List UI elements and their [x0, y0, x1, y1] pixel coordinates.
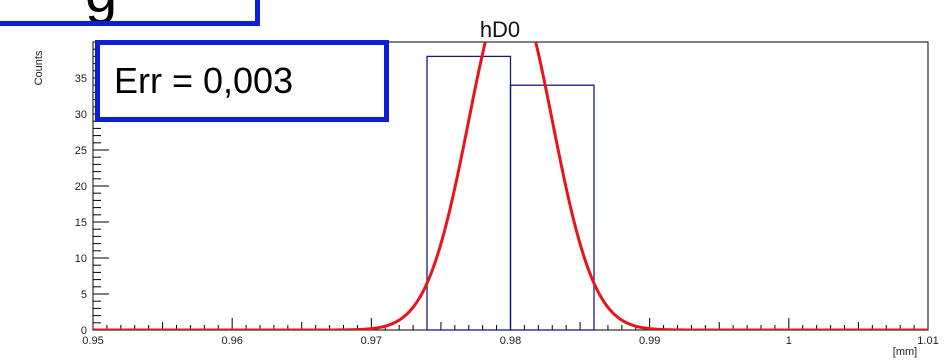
- y-tick-label: 35: [75, 73, 87, 85]
- x-tick-label: 1: [786, 335, 792, 347]
- x-tick-label: 1.01: [917, 335, 938, 347]
- corner-annotation-box: g: [0, 0, 260, 26]
- error-annotation-text: Err = 0,003: [114, 60, 294, 101]
- histogram-bars: [426, 55, 595, 331]
- x-tick-label: 0.99: [639, 335, 660, 347]
- y-tick-label: 25: [75, 145, 87, 157]
- y-tick-label: 30: [75, 109, 87, 121]
- x-axis-title: [mm]: [893, 346, 917, 358]
- y-tick-label: 20: [75, 181, 87, 193]
- histogram-bin: [426, 55, 512, 331]
- x-tick-label: 0.97: [361, 335, 382, 347]
- y-tick-label: 10: [75, 253, 87, 265]
- corner-annotation-text: g: [85, 0, 117, 21]
- y-tick-label: 5: [81, 289, 87, 301]
- histogram-title: hD0: [480, 17, 520, 42]
- x-tick-label: 0.98: [500, 335, 521, 347]
- y-axis-title: Counts: [33, 50, 45, 85]
- error-annotation-box: Err = 0,003: [95, 40, 389, 122]
- x-tick-label: 0.95: [82, 335, 103, 347]
- y-tick-label: 15: [75, 217, 87, 229]
- y-tick-label: 0: [81, 325, 87, 337]
- histogram-bin: [509, 84, 595, 331]
- x-tick-label: 0.96: [221, 335, 242, 347]
